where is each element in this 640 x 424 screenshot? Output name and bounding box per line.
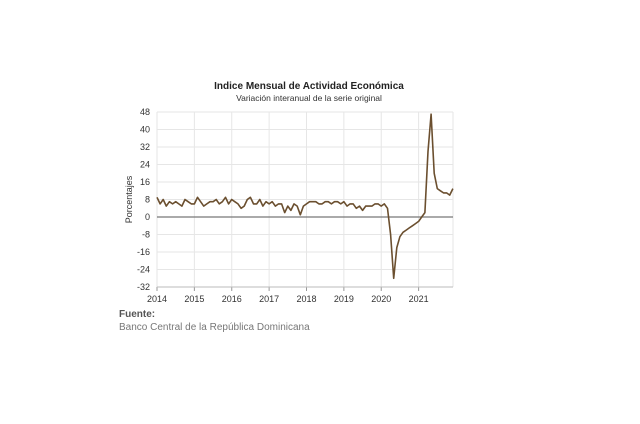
x-tick-label: 2019	[334, 294, 354, 304]
y-tick-label: 48	[140, 107, 150, 117]
source-title: Fuente:	[119, 309, 156, 320]
y-tick-label: 32	[140, 142, 150, 152]
y-tick-label: -8	[142, 230, 150, 240]
y-tick-label: 24	[140, 160, 150, 170]
y-axis-label: Porcentajes	[124, 175, 134, 223]
chart-title: Indice Mensual de Actividad Económica	[214, 81, 404, 92]
series-layer	[156, 113, 454, 280]
axis-layer	[156, 216, 453, 291]
series-line	[156, 113, 454, 280]
x-tick-label: 2017	[259, 294, 279, 304]
source-text: Banco Central de la República Dominicana	[119, 322, 310, 333]
y-tick-label: -24	[137, 265, 150, 275]
y-tick-label: -16	[137, 247, 150, 257]
label-layer: 48 40 32 24 16 8 0 -8 -16 -24 -32 2014 2015 2016 2017 2…	[124, 81, 429, 304]
y-tick-label: 8	[145, 195, 150, 205]
y-tick-label: 40	[140, 125, 150, 135]
x-tick-label: 2014	[147, 294, 167, 304]
chart-subtitle: Variación interanual de la serie origina…	[236, 93, 382, 103]
grid-layer	[156, 111, 454, 288]
x-tick-label: 2021	[409, 294, 429, 304]
x-tick-label: 2018	[296, 294, 316, 304]
y-tick-label: 0	[145, 212, 150, 222]
x-tick-label: 2016	[222, 294, 242, 304]
x-tick-label: 2015	[184, 294, 204, 304]
y-tick-label: 16	[140, 177, 150, 187]
y-tick-label: -32	[137, 282, 150, 292]
x-tick-label: 2020	[371, 294, 391, 304]
